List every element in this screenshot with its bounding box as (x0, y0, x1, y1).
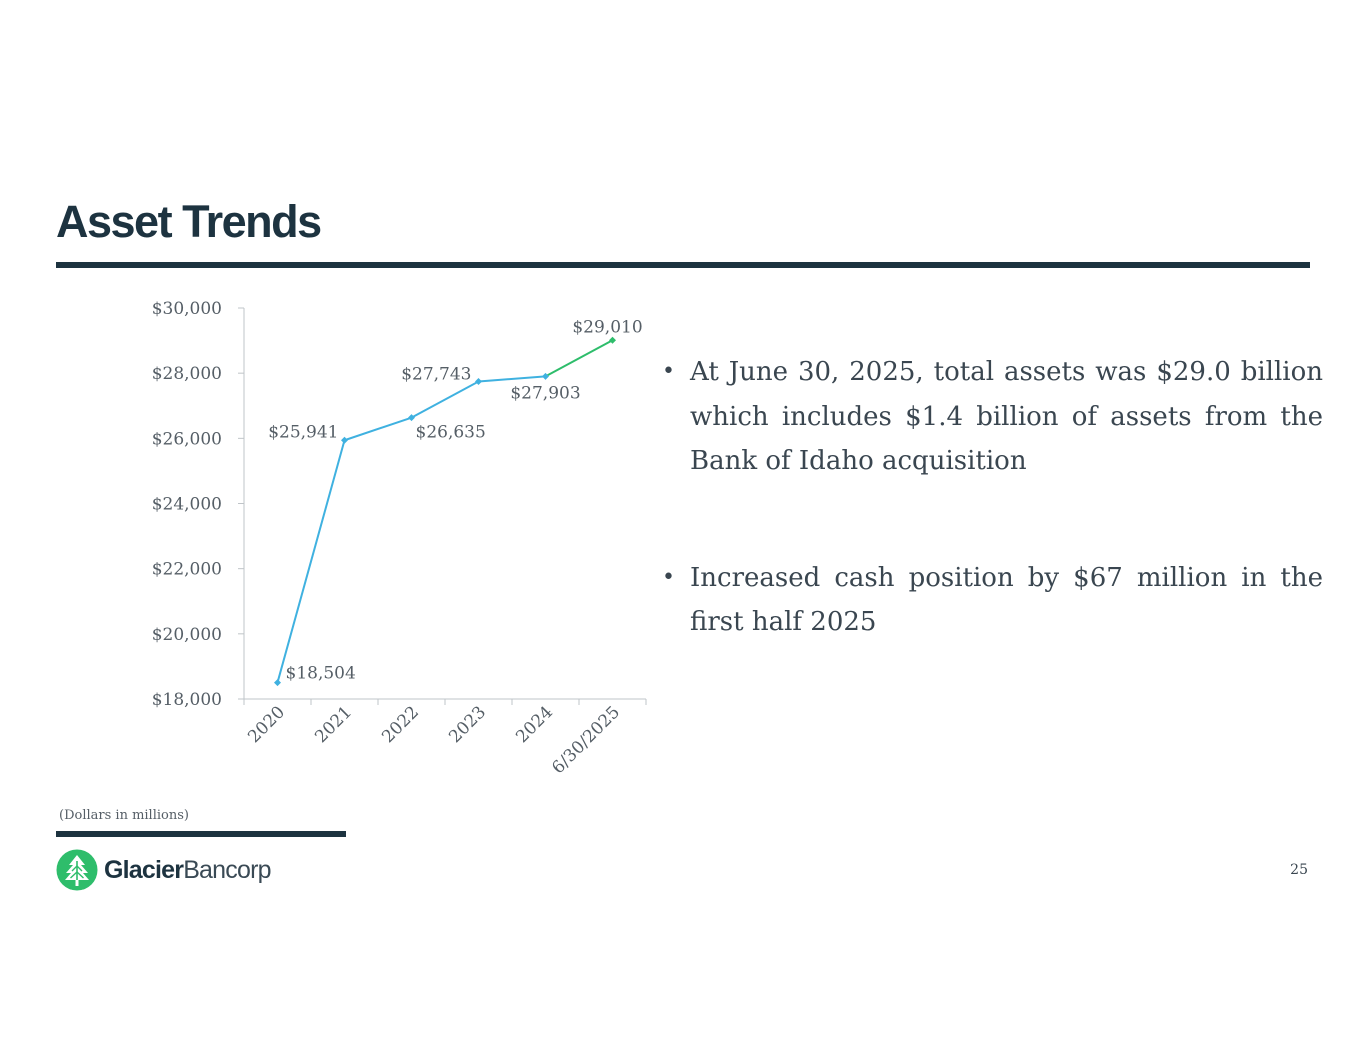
data-point (609, 336, 616, 344)
units-footnote: (Dollars in millions) (59, 808, 189, 823)
series-line-segment (411, 380, 479, 419)
footer-divider (56, 831, 346, 837)
asset-trend-line-chart: $18,000 $20,000 $22,000 $24,000 $26,000 $28,0… (152, 299, 647, 778)
data-label: $18,504 (286, 664, 356, 684)
slide-title: Asset Trends (56, 196, 322, 247)
data-label: $26,635 (416, 423, 486, 443)
y-tick-label: $22,000 (152, 560, 222, 580)
data-label: $29,010 (572, 317, 642, 337)
company-logo: GlacierBancorp (56, 849, 271, 891)
data-point (542, 372, 549, 380)
bullet-list: • At June 30, 2025, total assets was $29.… (662, 350, 1323, 645)
bullet-item: • Increased cash position by $67 million … (662, 556, 1323, 645)
x-tick-label: 2024 (512, 702, 557, 747)
tree-logo-icon (56, 849, 98, 891)
data-label: $25,941 (268, 422, 338, 442)
x-tick-label: 2020 (244, 702, 289, 747)
series-line-segment (276, 439, 346, 683)
bullet-item: • At June 30, 2025, total assets was $29.… (662, 350, 1323, 484)
logo-name-light: Bancorp (183, 855, 271, 884)
x-tick-label: 6/30/2025 (548, 702, 624, 778)
page-number: 25 (1290, 862, 1308, 878)
bullet-dot-icon: • (662, 564, 675, 590)
data-label: $27,903 (510, 383, 580, 403)
x-tick-label: 2022 (378, 702, 423, 747)
series-line-segment (478, 375, 546, 383)
y-tick-label: $28,000 (152, 364, 222, 384)
bullet-text: Increased cash position by $67 million i… (690, 562, 1323, 638)
title-divider (56, 262, 1310, 268)
y-tick-label: $26,000 (152, 429, 222, 449)
x-tick-label: 2021 (311, 702, 356, 747)
series-line-segment (545, 339, 613, 378)
y-tick-label: $24,000 (152, 495, 222, 515)
logo-name-strong: Glacier (104, 855, 184, 884)
data-point (274, 679, 281, 687)
bullet-text: At June 30, 2025, total assets was $29.0… (690, 357, 1323, 476)
y-tick-label: $20,000 (152, 625, 222, 645)
series-line-segment (344, 416, 412, 442)
x-tick-label: 2023 (445, 702, 490, 747)
logo-wordmark: GlacierBancorp (104, 856, 271, 885)
data-point (475, 378, 482, 386)
data-label: $27,743 (401, 365, 471, 385)
bullet-dot-icon: • (662, 359, 675, 384)
y-tick-label: $18,000 (152, 690, 222, 710)
y-tick-label: $30,000 (152, 299, 222, 319)
data-point (408, 414, 415, 422)
data-point (341, 436, 348, 444)
